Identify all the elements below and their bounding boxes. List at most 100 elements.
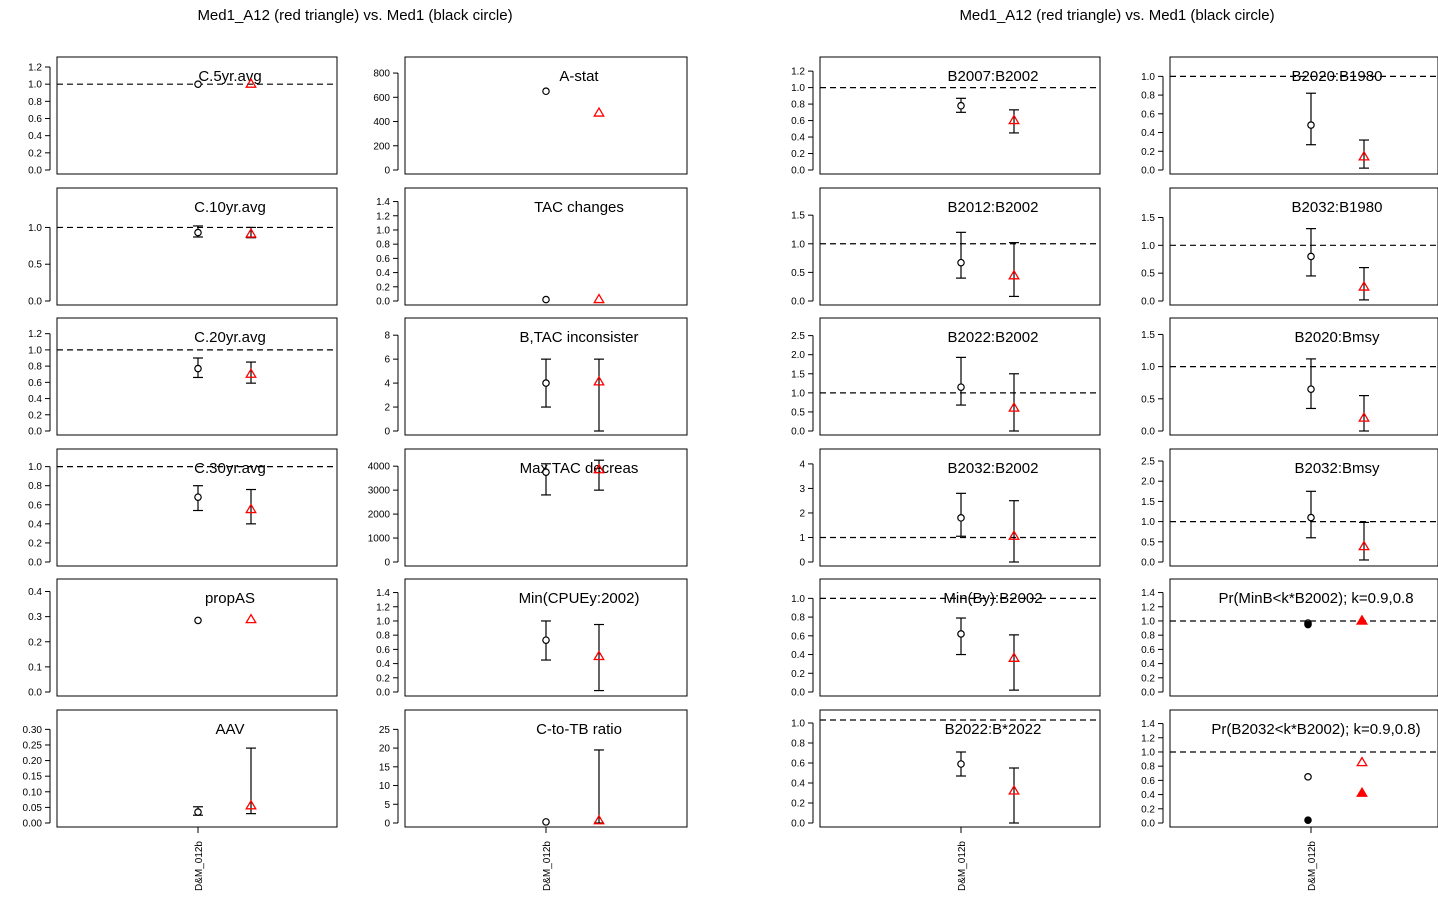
- plot-frame: [819, 709, 1101, 828]
- panel-title: B2022:B2002: [948, 329, 1039, 346]
- y-tick-label: 0.2: [28, 538, 42, 549]
- plot-frame: [404, 187, 688, 306]
- data-point-circle: [542, 468, 550, 476]
- data-point-circle: [957, 630, 965, 638]
- y-tick-label: 0.8: [1141, 631, 1155, 642]
- y-tick-label: 0.2: [791, 799, 805, 810]
- y-tick-label: 0: [799, 558, 805, 569]
- chart-panel: 0.0 0.2 0.4 0.6 0.8 1.0 1.2 1.4 Pr(B2032<k*B2002…: [1141, 709, 1438, 891]
- plot-frame: [404, 317, 688, 436]
- data-point-triangle: [1356, 614, 1368, 625]
- y-tick-label: 0.5: [1141, 394, 1155, 405]
- y-tick-label: 0.0: [28, 166, 42, 177]
- y-tick-label: 0: [384, 427, 390, 438]
- y-tick-label: 0.6: [28, 378, 42, 389]
- chart-panel: 0.0 0.5 1.0 1.5 2.0 2.5 B2022:B2002: [791, 317, 1101, 438]
- y-tick-label: 20: [379, 744, 391, 755]
- data-point-circle: [1307, 385, 1315, 393]
- y-tick-label: 0.4: [791, 133, 805, 144]
- y-tick-label: 2.0: [791, 350, 805, 361]
- chart-panel: 0.0 0.5 1.0 1.5 B2020:Bmsy: [1141, 317, 1438, 438]
- data-point-triangle: [1358, 150, 1370, 161]
- y-tick-label: 1.4: [1141, 719, 1155, 730]
- chart-panel: 0.0 0.1 0.2 0.3 0.4 propAS: [28, 578, 338, 699]
- y-tick-label: 1.0: [28, 462, 42, 473]
- data-point-circle: [542, 295, 550, 304]
- data-point-triangle: [593, 293, 605, 304]
- y-tick-label: 0.6: [376, 645, 390, 656]
- y-tick-label: 1.5: [791, 211, 805, 222]
- data-point-circle: [542, 818, 550, 826]
- y-tick-label: 0.8: [28, 362, 42, 373]
- data-point-triangle: [245, 503, 257, 514]
- plot-frame: [819, 317, 1101, 436]
- chart-panel: 0.0 0.5 1.0 1.5 2.0 2.5 B2032:Bmsy: [1141, 448, 1438, 569]
- page-title-left: Med1_A12 (red triangle) vs. Med1 (black …: [197, 7, 512, 24]
- panel-title: B2020:B1980: [1292, 68, 1383, 85]
- data-point-circle: [194, 616, 202, 625]
- y-tick-label: 1.0: [1141, 616, 1155, 627]
- data-point-circle: [1307, 513, 1315, 522]
- y-tick-label: 1.2: [28, 329, 42, 340]
- y-tick-label: 0.0: [376, 297, 390, 308]
- y-tick-label: 2: [384, 403, 390, 414]
- y-tick-label: 1.0: [1141, 241, 1155, 252]
- y-tick-label: 1.2: [28, 63, 42, 74]
- y-tick-label: 0.30: [23, 725, 43, 736]
- plot-frame: [56, 709, 338, 828]
- data-point-triangle: [245, 613, 257, 624]
- data-point-circle: [542, 379, 550, 387]
- page-title-right: Med1_A12 (red triangle) vs. Med1 (black …: [959, 7, 1274, 24]
- data-point-triangle: [245, 77, 257, 88]
- y-tick-label: 1000: [368, 534, 391, 545]
- y-tick-label: 0.05: [23, 803, 43, 814]
- panel-title: B2022:B*2022: [945, 721, 1042, 738]
- data-point-circle: [1307, 252, 1315, 261]
- y-tick-label: 0.4: [376, 268, 390, 279]
- y-tick-label: 1.4: [1141, 588, 1155, 599]
- panel-title: A-stat: [559, 68, 599, 85]
- panel-title: Pr(MinB<k*B2002); k=0.9,0.8: [1218, 590, 1413, 607]
- chart-panel: 0 200 400 600 800 A-stat: [373, 56, 688, 177]
- y-tick-label: 0.8: [1141, 91, 1155, 102]
- x-tick-label: D&M_012b: [542, 841, 553, 891]
- panel-grid: 0.00.20.40.60.81.01.2 C.5yr.avg0200400600…: [23, 56, 1438, 891]
- y-tick-label: 0.5: [791, 407, 805, 418]
- y-tick-label: 0.25: [23, 740, 43, 751]
- y-tick-label: 0.4: [1141, 659, 1155, 670]
- y-tick-label: 1.0: [28, 223, 42, 234]
- y-tick-label: 4: [384, 379, 390, 390]
- plot-frame: [1169, 187, 1438, 306]
- y-tick-label: 0.0: [791, 166, 805, 177]
- data-point-circle: [194, 493, 202, 501]
- y-tick-label: 0: [384, 819, 390, 830]
- y-tick-label: 0.5: [28, 260, 42, 271]
- chart-panel: 0 2 4 6 8 B,TAC inconsister: [384, 317, 688, 438]
- plot-frame: [404, 448, 688, 567]
- plot-frame: [819, 578, 1101, 697]
- plot-frame: [1169, 709, 1438, 828]
- data-point-circle: [1304, 816, 1312, 824]
- y-tick-label: 0.8: [376, 631, 390, 642]
- data-point-circle: [542, 87, 550, 96]
- y-tick-label: 0.2: [376, 282, 390, 293]
- data-point-circle: [194, 364, 202, 373]
- chart-panel: 0.0 0.5 1.0 1.5 B2012:B2002: [791, 187, 1101, 308]
- y-tick-label: 0.0: [1141, 688, 1155, 699]
- plot-frame: [404, 578, 688, 697]
- y-tick-label: 1.2: [1141, 602, 1155, 613]
- y-tick-label: 0.6: [1141, 645, 1155, 656]
- y-tick-label: 0.0: [1141, 297, 1155, 308]
- y-tick-label: 0.6: [791, 759, 805, 770]
- data-point-circle: [194, 808, 202, 816]
- panel-title: Pr(B2032<k*B2002); k=0.9,0.8): [1211, 721, 1420, 738]
- chart-panel: 0 1000 2000 3000 4000 Max TAC decreas: [368, 448, 688, 569]
- y-tick-label: 0.6: [791, 631, 805, 642]
- y-tick-label: 1.0: [28, 80, 42, 91]
- y-tick-label: 4000: [368, 462, 391, 473]
- y-tick-label: 5: [384, 800, 390, 811]
- y-tick-label: 0.4: [28, 131, 42, 142]
- plot-frame: [1169, 578, 1438, 697]
- data-point-triangle: [593, 814, 605, 825]
